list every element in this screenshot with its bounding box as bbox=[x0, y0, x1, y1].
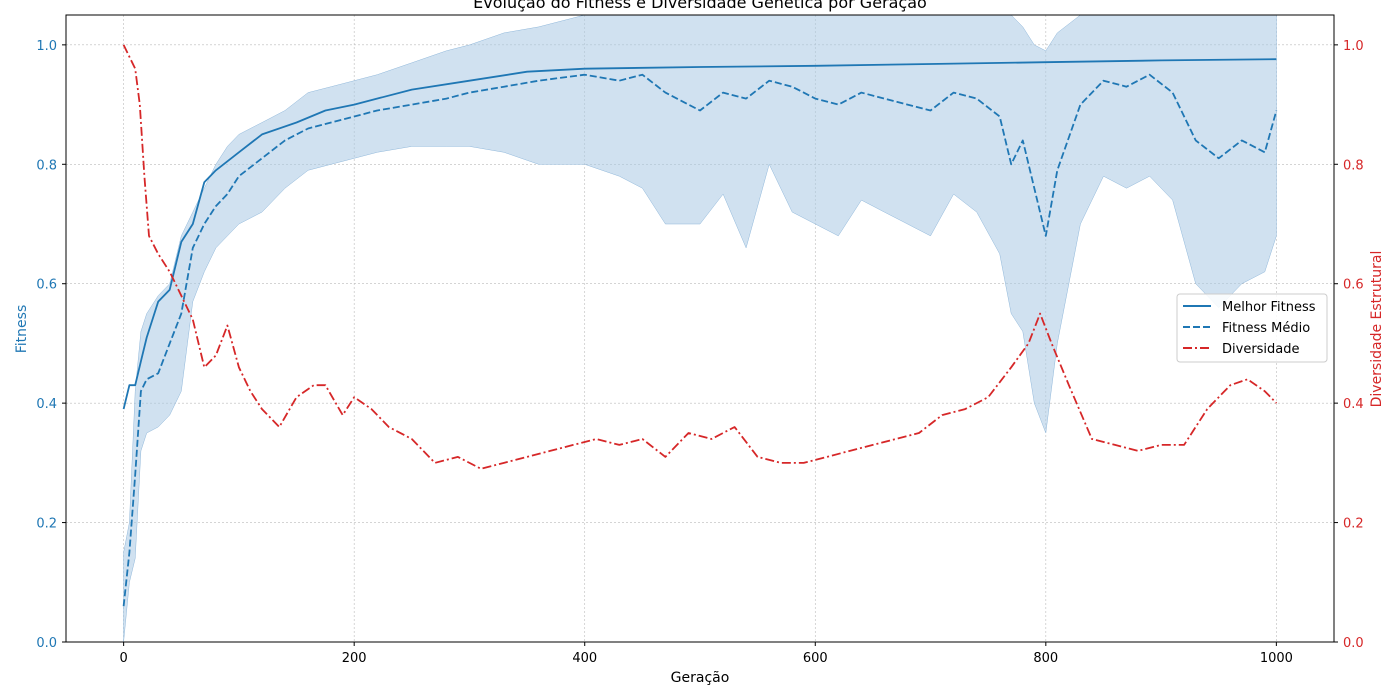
series-line-fitness-medio bbox=[122, 73, 1278, 607]
y-axis-right-ticks: 0.0 0.2 0.4 0.6 0.8 1.0 bbox=[1334, 39, 1364, 651]
y-left-tick-label: 0.4 bbox=[36, 397, 57, 412]
y-right-tick-label: 0.2 bbox=[1343, 517, 1364, 532]
y-axis-left-label: Fitness bbox=[14, 305, 30, 354]
series-layer bbox=[122, 44, 1278, 607]
y-left-tick-label: 0.6 bbox=[36, 278, 57, 293]
x-tick-label: 0 bbox=[119, 651, 127, 666]
chart-title: Evolução do Fitness e Diversidade Genéti… bbox=[473, 0, 927, 12]
y-right-tick-label: 1.0 bbox=[1343, 39, 1364, 54]
y-right-tick-label: 0.4 bbox=[1343, 397, 1364, 412]
x-tick-label: 600 bbox=[803, 651, 828, 666]
fitness-std-band bbox=[123, 14, 1277, 643]
plot-area-frame bbox=[65, 14, 1335, 643]
x-tick-label: 200 bbox=[342, 651, 367, 666]
legend: Melhor Fitness Fitness Médio Diversidade bbox=[1176, 293, 1328, 363]
y-left-tick-label: 1.0 bbox=[36, 39, 57, 54]
y-left-tick-label: 0.8 bbox=[36, 158, 57, 173]
fitness-band-layer bbox=[123, 14, 1277, 643]
y-axis-right-label: Diversidade Estrutural bbox=[1369, 251, 1385, 408]
y-axis-left-ticks: 0.0 0.2 0.4 0.6 0.8 1.0 bbox=[36, 39, 66, 651]
legend-box bbox=[1176, 293, 1328, 363]
legend-label-fitness-medio: Fitness Médio bbox=[1222, 321, 1310, 336]
y-left-tick-label: 0.2 bbox=[36, 517, 57, 532]
y-left-tick-label: 0.0 bbox=[36, 636, 57, 651]
y-right-tick-label: 0.0 bbox=[1343, 636, 1364, 651]
x-tick-label: 400 bbox=[572, 651, 597, 666]
series-line-diversidade bbox=[122, 44, 1278, 470]
legend-label-diversidade: Diversidade bbox=[1222, 342, 1300, 357]
x-axis-label: Geração bbox=[671, 670, 730, 686]
legend-label-melhor-fitness: Melhor Fitness bbox=[1222, 300, 1316, 315]
y-right-tick-label: 0.8 bbox=[1343, 158, 1364, 173]
x-tick-label: 1000 bbox=[1260, 651, 1293, 666]
y-right-tick-label: 0.6 bbox=[1343, 278, 1364, 293]
x-tick-label: 800 bbox=[1033, 651, 1058, 666]
series-line-melhor-fitness bbox=[122, 58, 1277, 410]
x-axis-ticks: 0 200 400 600 800 1000 bbox=[119, 642, 1293, 666]
